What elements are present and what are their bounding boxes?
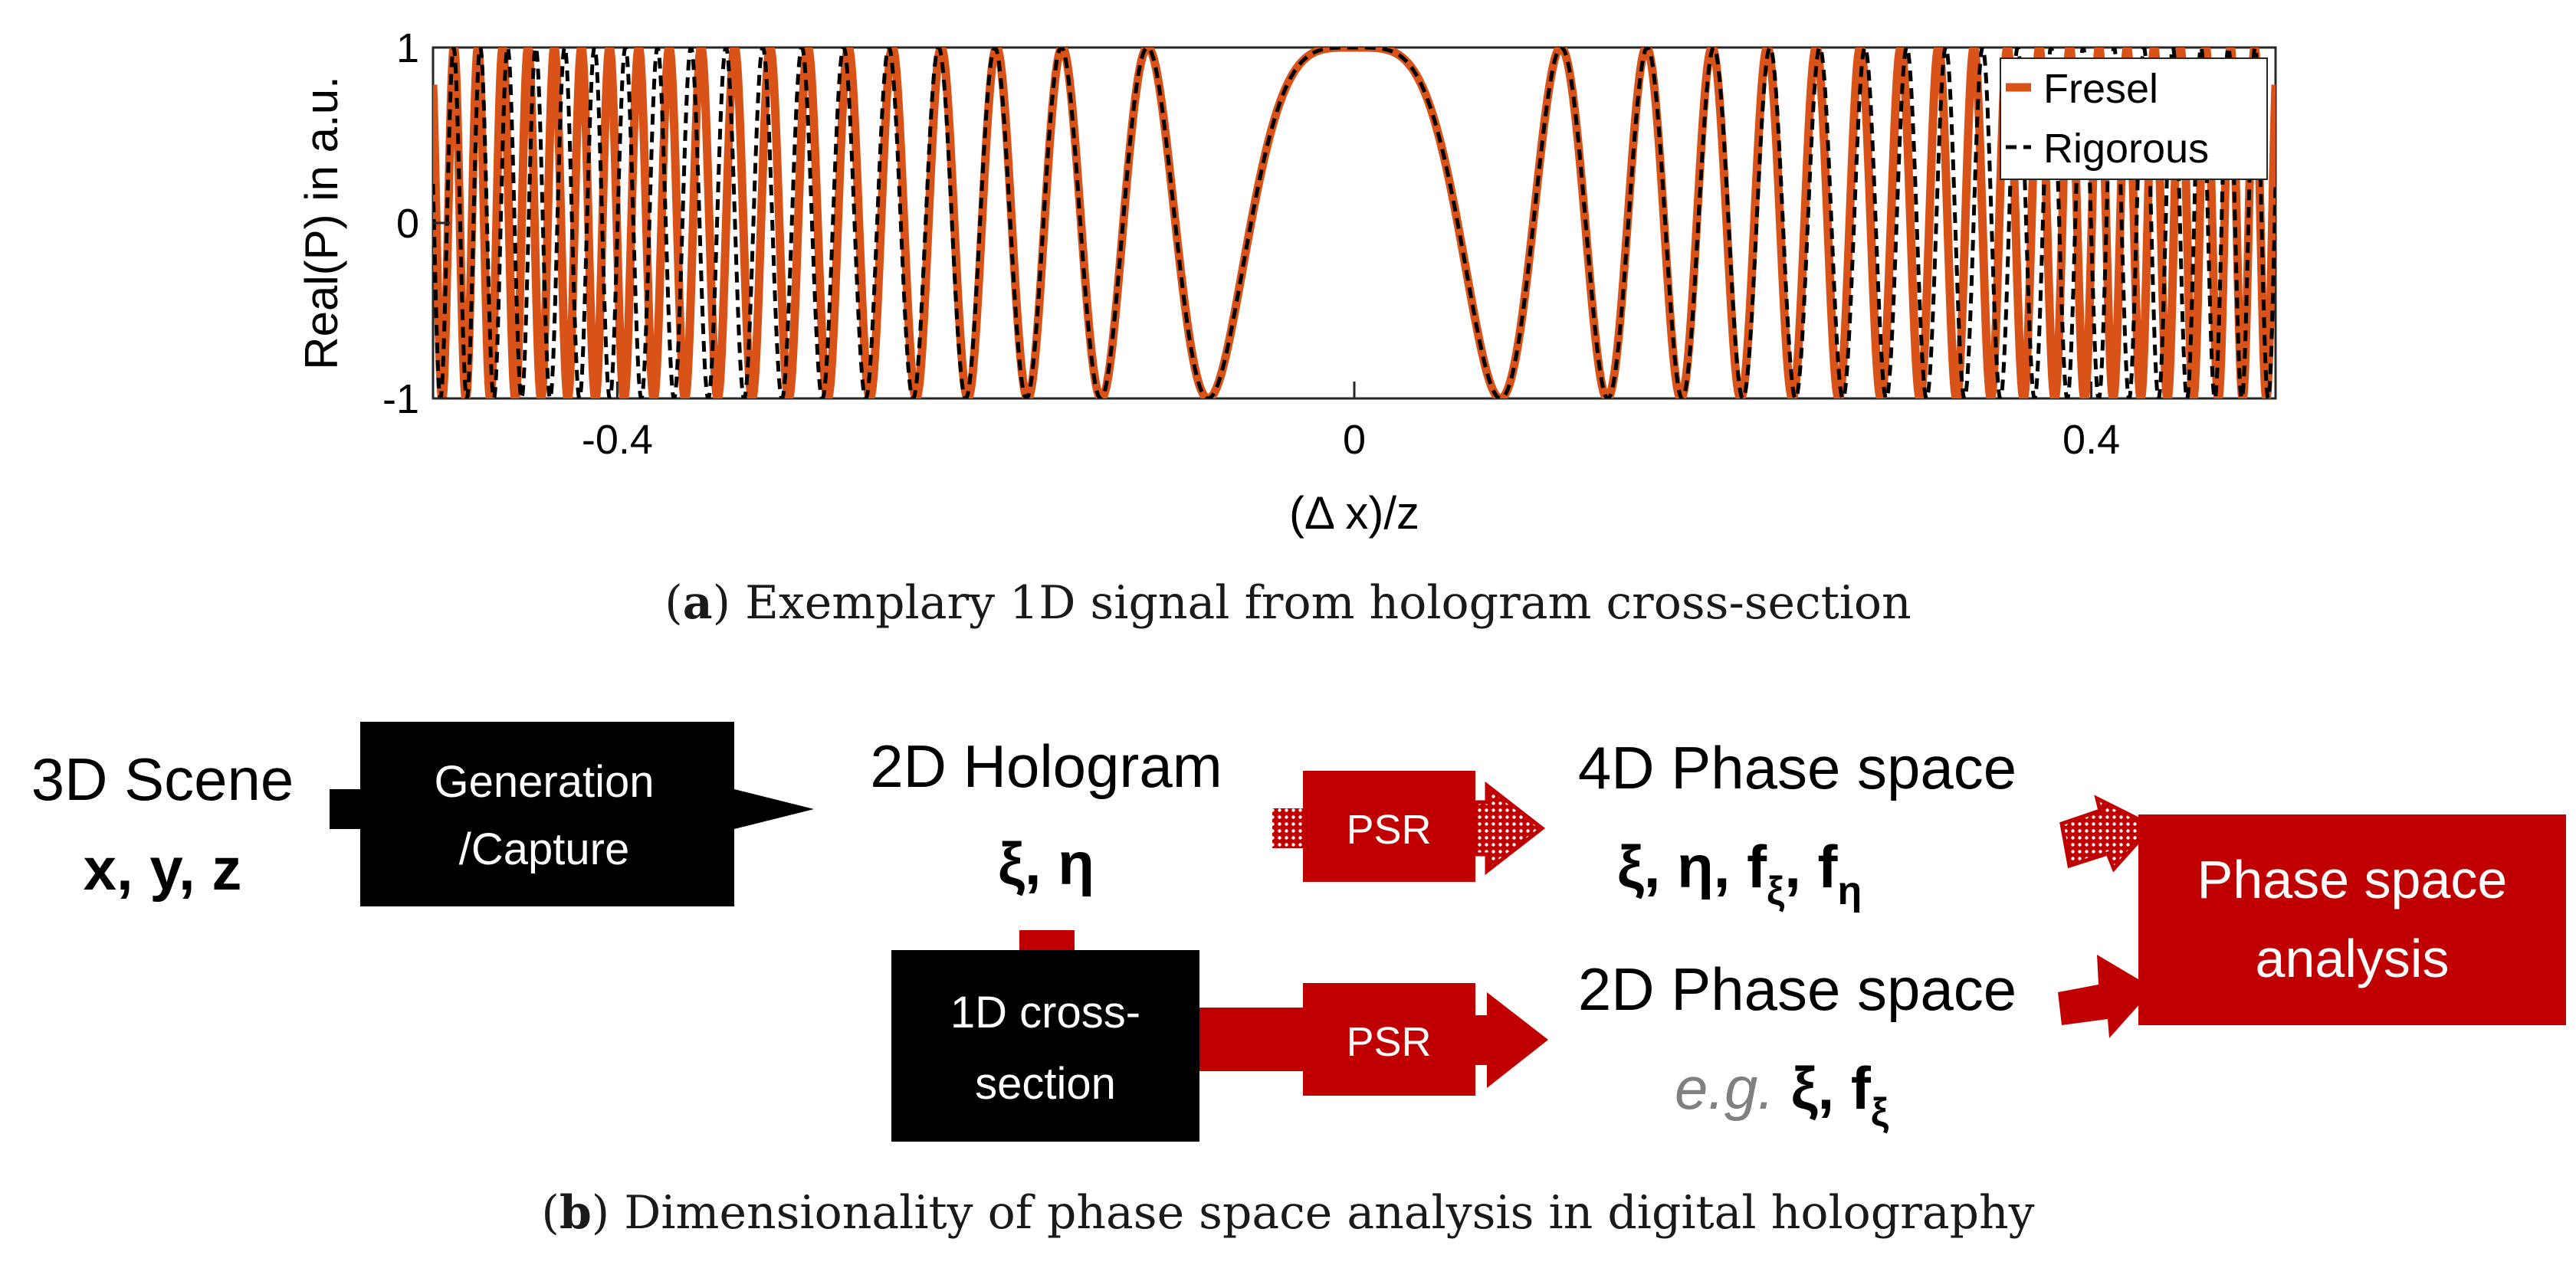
- x-axis: -0.4 0 0.4: [582, 382, 2120, 463]
- y-tick-label: -1: [382, 376, 419, 422]
- y-axis-label: Real(P) in a.u.: [296, 76, 347, 370]
- y-axis: -1 0 1: [382, 25, 450, 422]
- ps2d-vars: e.g. ξ, fξ: [1675, 1054, 1889, 1135]
- ps4d-title: 4D Phase space: [1578, 734, 2016, 801]
- generation-arrow-block: [330, 722, 814, 906]
- cross-section-line1: 1D cross-: [950, 988, 1140, 1037]
- plot-panel: -0.4 0 0.4 -1 0 1 (Δ x)/z Real(P) in a.u. Fr…: [296, 25, 2277, 539]
- diagram-panel: 3D Scene x, y, z Generation /Capture 2D …: [31, 722, 2566, 1142]
- legend-box: [2000, 57, 2268, 180]
- cross-section-line2: section: [975, 1059, 1116, 1109]
- caption-b: (b) Dimensionality of phase space analys…: [541, 1186, 2035, 1240]
- psr-top-head: [1473, 781, 1546, 876]
- caption-b-letter: b: [559, 1186, 592, 1240]
- cross-section-connector: [1019, 930, 1075, 952]
- series-line-fresnel: [433, 48, 2276, 398]
- psr-bottom-arrow: [1199, 983, 1548, 1096]
- ps2d-eg: e.g.: [1675, 1054, 1774, 1122]
- analysis-in-arrow-top: [2059, 795, 2156, 873]
- scene-vars: x, y, z: [84, 835, 242, 903]
- ps4d-vars-main: ξ, η, f: [1617, 833, 1767, 900]
- ps4d-vars: ξ, η, fξ, fη: [1617, 833, 1862, 913]
- x-tick-label: -0.4: [582, 417, 653, 463]
- psr-bottom-label: PSR: [1346, 1019, 1431, 1065]
- x-tick-label: 0.4: [2062, 417, 2120, 463]
- ps2d-vars-sub: ξ: [1871, 1090, 1889, 1135]
- psr-top-label: PSR: [1346, 807, 1431, 853]
- legend-label-rigorous: Rigorous: [2043, 126, 2209, 172]
- x-axis-label: (Δ x)/z: [1289, 487, 1419, 539]
- legend-label-fresnel: Fresel: [2043, 66, 2158, 112]
- ps4d-vars-sub1: ξ: [1767, 869, 1785, 913]
- analysis-box: [2138, 814, 2566, 1025]
- scene-title: 3D Scene: [31, 746, 294, 813]
- caption-a-text: Exemplary 1D signal from hologram cross-…: [745, 576, 1911, 630]
- generation-label-line1: Generation: [435, 757, 655, 807]
- psr-top-tail: [1272, 808, 1307, 848]
- ps2d-title: 2D Phase space: [1578, 955, 2016, 1023]
- ps4d-vars-sep: , f: [1784, 833, 1838, 900]
- hologram-vars: ξ, η: [998, 830, 1094, 897]
- generation-label-line2: /Capture: [459, 824, 629, 874]
- caption-a: (a) Exemplary 1D signal from hologram cr…: [665, 576, 1911, 630]
- x-tick-label: 0: [1343, 417, 1366, 463]
- analysis-label-line1: Phase space: [2197, 850, 2508, 909]
- legend: Fresel Rigorous: [2000, 57, 2268, 180]
- psr-top-arrow: PSR: [1272, 771, 1546, 882]
- y-tick-label: 0: [396, 201, 419, 247]
- caption-b-text: Dimensionality of phase space analysis i…: [624, 1186, 2035, 1240]
- hologram-title: 2D Hologram: [870, 732, 1222, 800]
- ps2d-vars-main: ξ, f: [1774, 1054, 1872, 1122]
- analysis-in-arrow-bottom: [2058, 955, 2154, 1038]
- ps4d-vars-sub2: η: [1838, 869, 1862, 913]
- analysis-label-line2: analysis: [2256, 929, 2450, 988]
- caption-a-letter: a: [682, 576, 713, 630]
- y-tick-label: 1: [396, 25, 419, 71]
- psr-top-box: [1303, 771, 1475, 882]
- cross-section-block: [891, 950, 1211, 1142]
